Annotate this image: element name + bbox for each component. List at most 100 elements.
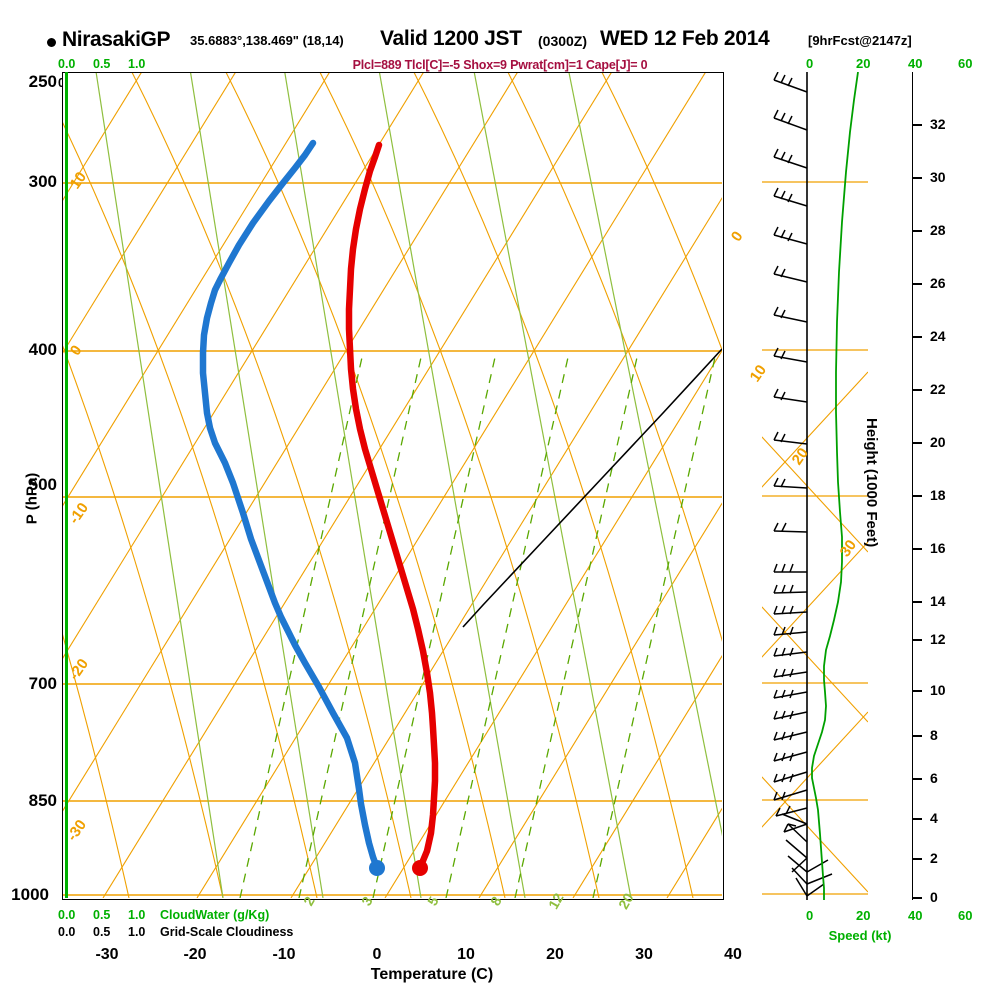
height-tick-2: 2 xyxy=(930,850,938,866)
wind-barb-svg xyxy=(762,72,868,900)
height-tick-mark-10 xyxy=(912,690,922,692)
mixing-ratio-lines xyxy=(239,352,717,898)
height-axis-label: Height (1000 Feet) xyxy=(863,418,880,548)
height-tick-16: 16 xyxy=(930,540,946,556)
temperature-tick--30: -30 xyxy=(95,946,119,963)
isotherm-lines xyxy=(63,73,722,898)
speed-tick-top-1: 20 xyxy=(856,56,871,71)
temperature-axis-label: Temperature (C) xyxy=(370,966,494,983)
speed-tick-bot-1: 20 xyxy=(856,908,871,923)
pressure-tick-1000: 1000 xyxy=(11,885,49,904)
height-tick-mark-0 xyxy=(912,897,922,899)
station-coordinates: 35.6883°,138.469" (18,14) xyxy=(190,33,344,48)
temperature-tick-40: 40 xyxy=(724,946,742,963)
height-tick-32: 32 xyxy=(930,116,946,132)
station-name: NirasakiGP xyxy=(62,28,171,51)
height-tick-8: 8 xyxy=(930,727,938,743)
speed-tick-top-3: 60 xyxy=(958,56,973,71)
height-tick-6: 6 xyxy=(930,770,938,786)
height-tick-26: 26 xyxy=(930,275,946,291)
height-tick-mark-30 xyxy=(912,177,922,179)
temperature-tick--20: -20 xyxy=(183,946,207,963)
cloudwater-tick-bot-1: 0.5 xyxy=(93,908,111,922)
cloudwater-trace xyxy=(65,72,68,898)
moist-adiabat-lines xyxy=(95,73,722,898)
speed-tick-top-2: 40 xyxy=(908,56,923,71)
height-tick-22: 22 xyxy=(930,381,946,397)
height-tick-4: 4 xyxy=(930,810,938,826)
height-tick-mark-16 xyxy=(912,548,922,550)
cloudiness-tick-bot-1: 0.5 xyxy=(93,925,111,939)
height-tick-mark-32 xyxy=(912,124,922,126)
height-tick-0: 0 xyxy=(930,889,938,905)
skewt-plot-area xyxy=(62,72,724,900)
pressure-tick-250: 250 xyxy=(28,72,57,91)
forecast-tag: [9hrFcst@2147z] xyxy=(808,33,912,48)
height-profile-curve xyxy=(811,72,859,900)
isotherm-label-0-right: 0 xyxy=(727,228,747,245)
height-tick-mark-6 xyxy=(912,778,922,780)
cloudiness-axis-label: Grid-Scale Cloudiness xyxy=(160,925,294,939)
cloudwater-tick-bot-2: 1.0 xyxy=(128,908,146,922)
temperature-tick--10: -10 xyxy=(272,946,296,963)
wind-panel-adiabats xyxy=(762,371,868,893)
height-tick-18: 18 xyxy=(930,487,946,503)
valid-date-label: WED 12 Feb 2014 xyxy=(600,27,770,50)
pressure-tick-400: 400 xyxy=(28,340,57,359)
speed-axis-label: Speed (kt) xyxy=(828,928,892,943)
pressure-axis-label: P (hPa) xyxy=(23,472,41,525)
wind-barb-panel xyxy=(762,72,868,900)
temperature-surface-dot xyxy=(412,860,428,876)
speed-tick-bot-0: 0 xyxy=(806,908,814,923)
height-tick-mark-26 xyxy=(912,283,922,285)
cloudiness-tick-bot-0: 0.0 xyxy=(58,925,76,939)
height-tick-mark-12 xyxy=(912,639,922,641)
temperature-profile xyxy=(345,141,439,872)
dewpoint-surface-dot xyxy=(369,860,385,876)
cloudwater-tick-top-2: 1.0 xyxy=(128,57,146,71)
height-tick-mark-14 xyxy=(912,601,922,603)
station-marker-icon xyxy=(47,38,56,47)
cloudiness-tick-bot-2: 1.0 xyxy=(128,925,146,939)
height-tick-10: 10 xyxy=(930,682,946,698)
pressure-tick-850: 850 xyxy=(28,791,57,810)
pressure-tick-300: 300 xyxy=(28,172,57,191)
height-tick-30: 30 xyxy=(930,169,946,185)
cloudwater-tick-bot-0: 0.0 xyxy=(58,908,76,922)
wind-barbs xyxy=(773,72,833,897)
height-tick-14: 14 xyxy=(930,593,946,609)
temperature-tick-0: 0 xyxy=(372,946,382,963)
height-tick-mark-4 xyxy=(912,818,922,820)
cloudwater-tick-top-1: 0.5 xyxy=(93,57,111,71)
speed-tick-bot-3: 60 xyxy=(958,908,973,923)
cloudwater-axis-label: CloudWater (g/Kg) xyxy=(160,908,270,922)
temperature-tick-30: 30 xyxy=(635,946,653,963)
dewpoint-profile xyxy=(199,139,381,872)
speed-tick-top-0: 0 xyxy=(806,56,814,71)
height-tick-mark-22 xyxy=(912,389,922,391)
parcel-boundary-line xyxy=(462,348,722,628)
height-tick-28: 28 xyxy=(930,222,946,238)
temperature-tick-10: 10 xyxy=(457,946,475,963)
height-tick-20: 20 xyxy=(930,434,946,450)
height-tick-12: 12 xyxy=(930,631,946,647)
speed-tick-bot-2: 40 xyxy=(908,908,923,923)
height-tick-mark-18 xyxy=(912,495,922,497)
cloudwater-tick-top-0: 0.0 xyxy=(58,57,76,71)
height-tick-mark-28 xyxy=(912,230,922,232)
skewt-svg xyxy=(63,73,722,898)
valid-time-label: Valid 1200 JST xyxy=(380,27,522,50)
wind-panel-isobars xyxy=(762,181,868,895)
height-tick-mark-2 xyxy=(912,858,922,860)
temperature-tick-20: 20 xyxy=(546,946,564,963)
height-axis-label-text: Height (1000 Feet) xyxy=(863,418,880,548)
height-tick-mark-8 xyxy=(912,735,922,737)
stability-parameters: Plcl=889 Tlcl[C]=-5 Shox=9 Pwrat[cm]=1 C… xyxy=(352,58,648,72)
height-tick-24: 24 xyxy=(930,328,946,344)
height-tick-mark-20 xyxy=(912,442,922,444)
valid-utc-label: (0300Z) xyxy=(538,33,588,49)
pressure-tick-500: 500 xyxy=(28,475,57,494)
dry-adiabat-lines xyxy=(63,73,722,898)
height-axis-line xyxy=(912,72,913,900)
